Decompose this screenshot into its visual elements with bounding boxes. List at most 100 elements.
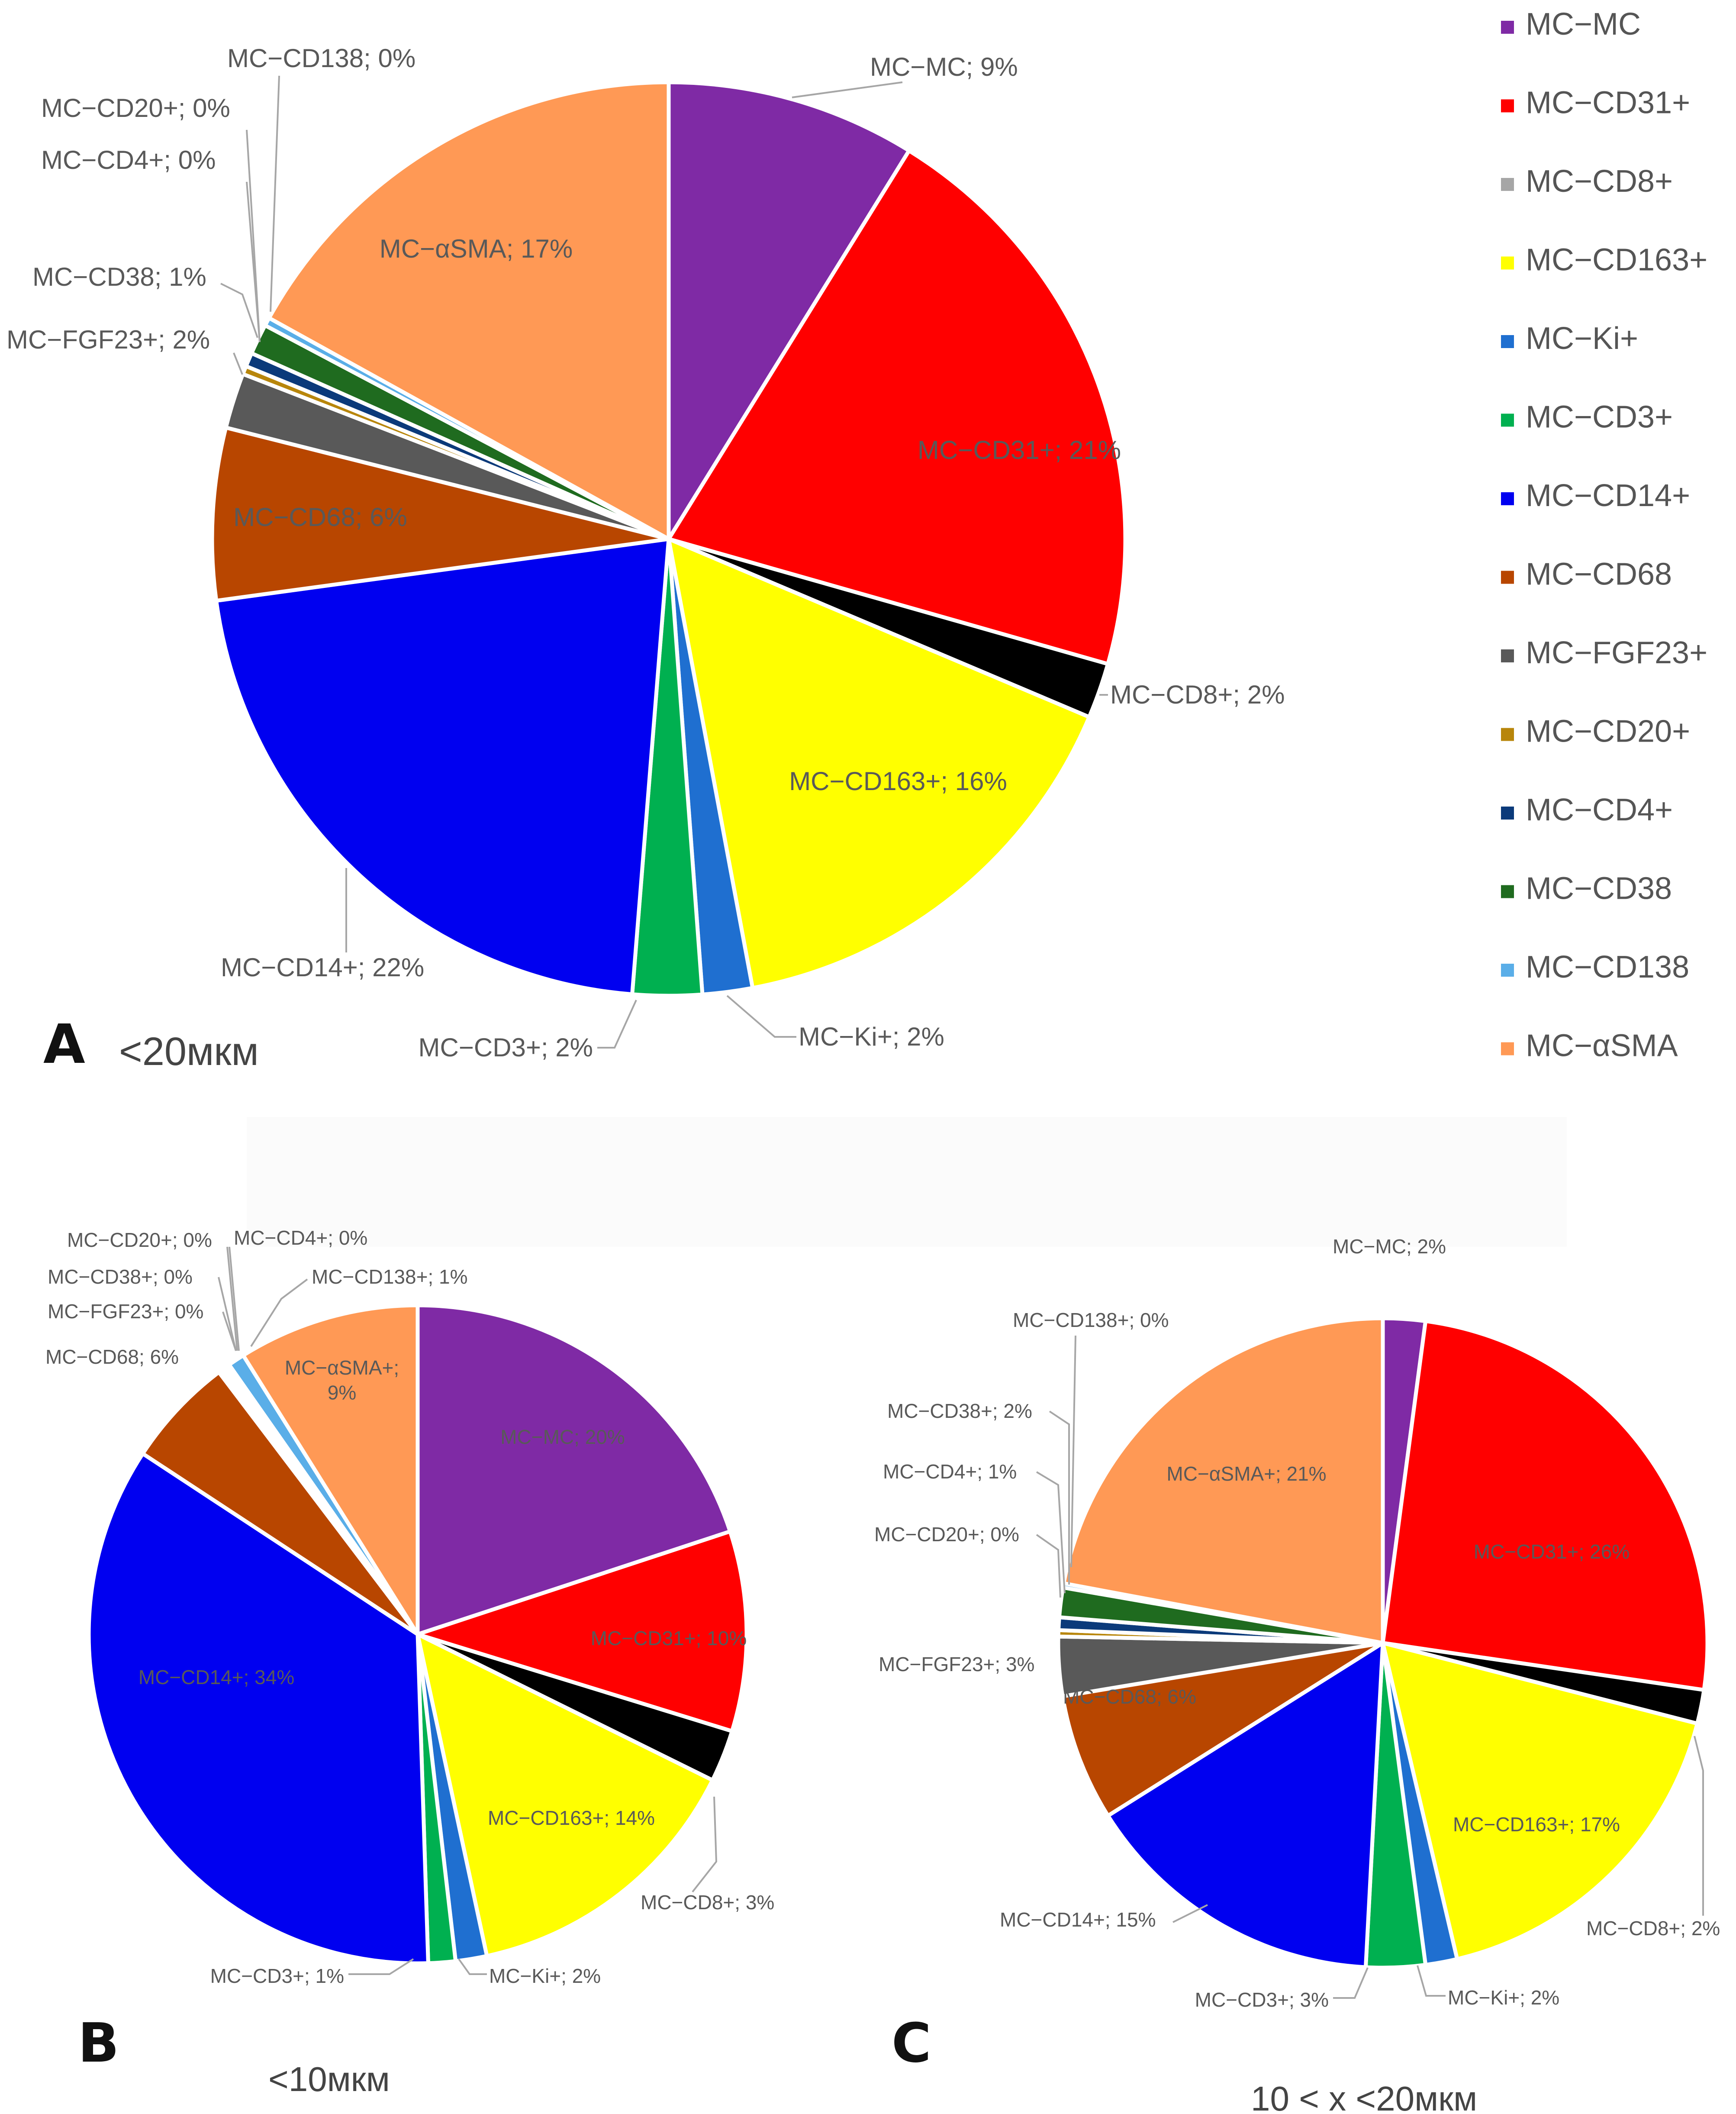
pie-a-slice-mc-αsma xyxy=(267,80,671,541)
legend-label: MC−CD138 xyxy=(1526,950,1689,984)
pie-c-slice-mc-αsma xyxy=(1062,1316,1385,1645)
legend-swatch xyxy=(1501,885,1514,898)
legend-label: MC−CD3+ xyxy=(1526,400,1673,435)
data-label: MC−CD20+; 0% xyxy=(41,94,230,123)
data-label: MC−CD163+; 17% xyxy=(1453,1813,1620,1836)
pie-a-slice-mc-cd163 xyxy=(667,537,1092,990)
pie-a-slice-mc-cd31 xyxy=(667,148,1127,666)
legend-label: MC−CD68 xyxy=(1526,557,1672,592)
legend-swatch xyxy=(1501,21,1514,34)
pie-b-slice-mc-cd163 xyxy=(415,1632,715,1958)
pie-a-slice-mc-mc xyxy=(667,80,911,541)
data-label: MC−CD3+; 1% xyxy=(210,1965,344,1987)
data-label: MC−αSMA+; 9% xyxy=(285,1356,399,1404)
data-label: MC−Ki+; 2% xyxy=(799,1022,944,1051)
legend-label: MC−CD14+ xyxy=(1526,478,1690,513)
data-label: MC−αSMA; 17% xyxy=(380,234,573,263)
leader-line xyxy=(250,1278,308,1347)
data-label: MC−CD138; 0% xyxy=(227,44,415,73)
panel-letter-a: A xyxy=(43,1013,85,1076)
legend-label: MC−CD31+ xyxy=(1526,86,1690,120)
data-label: MC−αSMA+; 21% xyxy=(1166,1462,1326,1485)
data-label: MC−FGF23+; 2% xyxy=(6,325,210,354)
legend-label: MC−MC xyxy=(1526,7,1641,42)
leader-line xyxy=(220,283,258,338)
legend: MC−MC MC−CD31+ MC−CD8+ MC−CD163+ MC−Ki+ MC−CD… xyxy=(1501,7,1707,1063)
pie-b-slice-mc-cd68 xyxy=(141,1370,420,1636)
data-label: MC−FGF23+; 0% xyxy=(48,1300,203,1323)
blank-strip xyxy=(247,1117,1567,1247)
data-label: MC−MC; 20% xyxy=(500,1426,625,1448)
data-label: MC−CD38+; 0% xyxy=(48,1265,193,1288)
data-label: MC−CD38+; 2% xyxy=(887,1400,1032,1422)
data-label: MC−CD68; 6% xyxy=(233,503,407,532)
data-label: MC−CD138+; 0% xyxy=(1013,1309,1169,1331)
leader-line xyxy=(1694,1736,1704,1916)
leader-line xyxy=(1417,1965,1446,1997)
pie-b-slice-mc-αsma xyxy=(241,1303,420,1636)
legend-swatch xyxy=(1501,413,1514,427)
legend-swatch xyxy=(1501,964,1514,977)
leader-line xyxy=(726,995,796,1038)
legend-label: MC−Ki+ xyxy=(1526,321,1638,356)
leader-line xyxy=(246,181,261,342)
legend-swatch xyxy=(1501,492,1514,505)
legend-label: MC−CD4+ xyxy=(1526,793,1673,827)
data-label: MC−CD4+; 1% xyxy=(883,1460,1017,1483)
data-label: MC−CD31+; 10% xyxy=(591,1627,747,1649)
panel-letter-b: B xyxy=(78,2012,119,2075)
data-label: MC−CD138+; 1% xyxy=(312,1265,468,1288)
legend-label: MC−CD38 xyxy=(1526,871,1672,906)
data-label: MC−CD14+; 22% xyxy=(221,953,424,982)
leader-line xyxy=(1333,1967,1369,1999)
leader-line xyxy=(458,1958,487,1975)
leader-line xyxy=(348,1958,414,1975)
pie-c-slice-mc-cd163 xyxy=(1381,1641,1700,1961)
data-label: MC−CD8+; 2% xyxy=(1586,1917,1720,1940)
data-label: MC−FGF23+; 3% xyxy=(879,1653,1034,1675)
pie-c-slice-mc-cd14 xyxy=(1106,1641,1385,1969)
legend-swatch xyxy=(1501,1042,1514,1055)
data-label: MC−CD20+; 0% xyxy=(874,1523,1019,1546)
data-label: MC−CD20+; 0% xyxy=(67,1229,212,1251)
legend-swatch xyxy=(1501,256,1514,270)
data-label: MC−CD4+; 0% xyxy=(234,1226,367,1249)
data-label: MC−CD3+; 2% xyxy=(419,1033,593,1062)
data-label: MC−CD31+; 26% xyxy=(1474,1540,1630,1563)
pie-chart-c: MC−MC; 2% MC−CD31+; 26% MC−CD8+; 2% MC−CD16… xyxy=(874,1235,1720,2011)
leader-line xyxy=(233,352,243,375)
leader-line xyxy=(1070,1335,1076,1568)
legend-swatch xyxy=(1501,99,1514,113)
caption-c: 10 < x <20мкм xyxy=(1251,2079,1477,2114)
panel-letter-c: C xyxy=(892,2012,931,2075)
legend-swatch xyxy=(1501,178,1514,191)
pie-b-slice-mc-cd14 xyxy=(87,1452,430,1966)
legend-swatch xyxy=(1501,571,1514,584)
data-label: MC−MC; 2% xyxy=(1333,1235,1446,1258)
data-label: MC−MC; 9% xyxy=(870,52,1018,81)
pie-c-slice-mc-cd31 xyxy=(1381,1319,1710,1692)
data-label: MC−CD3+; 3% xyxy=(1195,1988,1329,2011)
leader-line xyxy=(1049,1410,1070,1585)
data-label: MC−CD68; 6% xyxy=(45,1346,179,1368)
caption-a: <20мкм xyxy=(119,1030,259,1074)
legend-swatch xyxy=(1501,728,1514,741)
legend-label: MC−CD20+ xyxy=(1526,714,1690,749)
leader-line xyxy=(1036,1534,1061,1598)
pie-a-slice-mc-cd14 xyxy=(214,537,671,997)
data-label: MC−CD14+; 15% xyxy=(1000,1908,1156,1931)
legend-label: MC−CD8+ xyxy=(1526,164,1673,199)
legend-swatch xyxy=(1501,649,1514,662)
leader-line xyxy=(792,81,903,98)
data-label: MC−CD8+; 2% xyxy=(1110,680,1285,709)
data-label: MC−CD8+; 3% xyxy=(641,1891,774,1914)
legend-swatch xyxy=(1501,335,1514,348)
data-label: MC−CD31+; 21% xyxy=(918,436,1121,465)
legend-label: MC−FGF23+ xyxy=(1526,636,1707,670)
legend-label: MC−αSMA xyxy=(1526,1029,1678,1063)
leader-line xyxy=(692,1796,718,1893)
leader-line xyxy=(218,1277,237,1351)
leader-line xyxy=(597,1000,637,1049)
caption-b: <10мкм xyxy=(268,2060,390,2098)
